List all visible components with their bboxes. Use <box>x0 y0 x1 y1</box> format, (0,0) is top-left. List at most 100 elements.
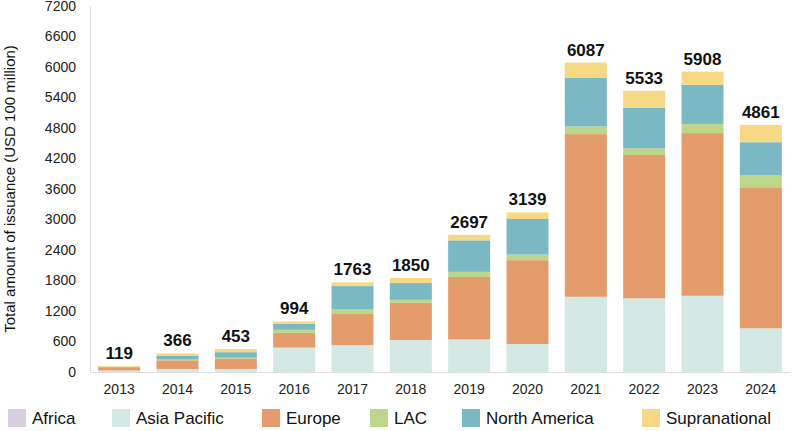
bar-segment <box>740 188 782 328</box>
tick: 4800 <box>45 120 90 136</box>
tick: 2024 <box>745 372 776 397</box>
tick: 0 <box>68 364 90 380</box>
tick: 5400 <box>45 89 90 105</box>
tick-label: 2023 <box>687 381 718 397</box>
bar-segment <box>98 368 140 371</box>
tick-label: 0 <box>68 364 76 380</box>
tick: 1200 <box>45 303 90 319</box>
tick-label: 2017 <box>337 381 368 397</box>
bar-segment <box>332 309 374 314</box>
tick: 6600 <box>45 28 90 44</box>
tick: 2400 <box>45 242 90 258</box>
bar-segment <box>157 369 199 372</box>
bar-segment <box>448 272 490 277</box>
total-label: 5908 <box>684 50 722 69</box>
bar-segment <box>332 282 374 286</box>
bar-segment <box>448 240 490 272</box>
bar-segment <box>332 345 374 372</box>
bar-segment <box>98 367 140 368</box>
bar-segment <box>98 370 140 372</box>
total-label: 3139 <box>509 190 547 209</box>
y-axis-title: Total amount of issuance (USD 100 millio… <box>1 45 18 333</box>
legend-swatch <box>370 409 388 427</box>
tick-label: 2016 <box>279 381 310 397</box>
bar-segment <box>565 126 607 134</box>
bar-segment <box>98 365 140 367</box>
tick: 1800 <box>45 272 90 288</box>
tick-label: 2018 <box>395 381 426 397</box>
totals: 1193664539941763185026973139608755335908… <box>105 41 779 363</box>
bar-segment <box>565 134 607 297</box>
bar-segment <box>740 142 782 175</box>
legend-item: LAC <box>370 409 427 428</box>
bar-segment <box>215 358 257 359</box>
series-bars <box>98 296 782 372</box>
tick: 3600 <box>45 181 90 197</box>
bar-segment <box>390 300 432 303</box>
tick-label: 2020 <box>512 381 543 397</box>
tick: 2018 <box>395 372 426 397</box>
bar-segment <box>448 277 490 340</box>
series-bars <box>98 133 782 370</box>
tick: 2015 <box>220 372 251 397</box>
bar-segment <box>682 124 724 133</box>
bar-segment <box>740 175 782 188</box>
tick-label: 7200 <box>45 0 76 14</box>
bar-segment <box>215 359 257 369</box>
tick: 2023 <box>687 372 718 397</box>
bar-segment <box>273 321 315 324</box>
tick: 2019 <box>454 372 485 397</box>
total-label: 994 <box>280 299 309 318</box>
tick-label: 2400 <box>45 242 76 258</box>
legend-label: LAC <box>394 409 427 428</box>
bar-segment <box>740 328 782 372</box>
legend-swatch <box>642 409 660 427</box>
bar-segment <box>390 283 432 300</box>
bar-segment <box>390 278 432 283</box>
legend-label: Asia Pacific <box>136 409 224 428</box>
legend-item: Africa <box>8 409 76 428</box>
tick-label: 600 <box>53 333 77 349</box>
tick-label: 2015 <box>220 381 251 397</box>
bar-segment <box>565 297 607 372</box>
tick: 3000 <box>45 211 90 227</box>
tick: 2021 <box>570 372 601 397</box>
bar-segment <box>623 298 665 372</box>
x-axis: 2013201420152016201720182019202020212022… <box>91 372 791 397</box>
legend-swatch <box>262 409 280 427</box>
total-label: 453 <box>222 327 250 346</box>
legend-swatch <box>462 409 480 427</box>
tick-label: 2021 <box>570 381 601 397</box>
tick-label: 2014 <box>162 381 193 397</box>
bar-segment <box>507 219 549 255</box>
series-bars <box>98 63 782 367</box>
total-label: 1763 <box>334 260 372 279</box>
bar-segment <box>157 353 199 356</box>
bar-segment <box>682 296 724 372</box>
legend-swatch <box>8 409 26 427</box>
bar-segment <box>682 72 724 85</box>
legend-label: North America <box>486 409 594 428</box>
tick-label: 6600 <box>45 28 76 44</box>
series-bars <box>98 124 782 368</box>
tick-label: 4200 <box>45 150 76 166</box>
bars <box>98 63 782 372</box>
total-label: 6087 <box>567 41 605 60</box>
bar-segment <box>332 314 374 345</box>
total-label: 5533 <box>625 69 663 88</box>
bar-segment <box>507 260 549 344</box>
axis-line <box>90 7 91 373</box>
tick-label: 6000 <box>45 59 76 75</box>
total-label: 366 <box>163 331 191 350</box>
bar-segment <box>623 91 665 108</box>
bar-segment <box>273 333 315 348</box>
bar-segment <box>390 303 432 340</box>
bar-segment <box>565 63 607 78</box>
tick: 2013 <box>104 372 135 397</box>
tick: 2020 <box>512 372 543 397</box>
legend-swatch <box>112 409 130 427</box>
legend-label: Africa <box>32 409 76 428</box>
bar-segment <box>682 85 724 124</box>
total-label: 2697 <box>450 213 488 232</box>
tick-label: 4800 <box>45 120 76 136</box>
